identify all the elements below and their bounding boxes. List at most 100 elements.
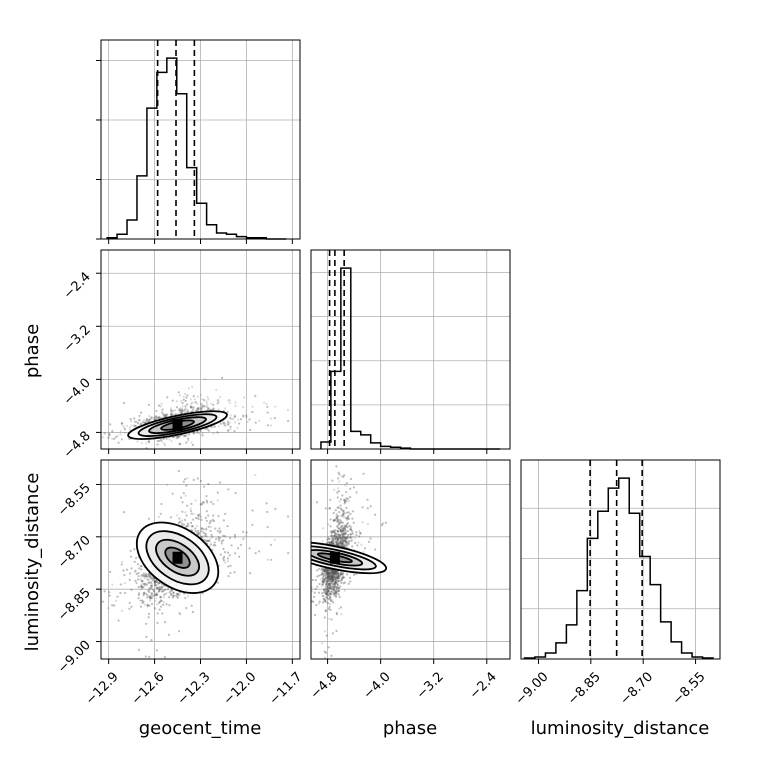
scatter-point xyxy=(185,434,188,438)
scatter-point xyxy=(230,544,233,547)
scatter-point xyxy=(221,376,224,380)
scatter-point xyxy=(151,576,154,579)
scatter-point xyxy=(192,408,195,411)
scatter-point xyxy=(196,406,199,410)
scatter-point xyxy=(191,432,194,435)
scatter-point xyxy=(165,413,168,417)
scatter-point xyxy=(162,413,165,416)
scatter-point xyxy=(222,534,225,537)
scatter-point xyxy=(180,409,183,412)
scatter-point xyxy=(108,434,111,437)
scatter-point xyxy=(148,655,151,659)
scatter-point xyxy=(154,580,157,584)
scatter-point xyxy=(163,621,167,624)
scatter-point xyxy=(220,540,223,543)
scatter-point xyxy=(167,633,171,636)
scatter-point xyxy=(212,407,215,410)
scatter-point xyxy=(180,496,183,499)
joint-panel-luminosity-distance-vs-geocent-time xyxy=(96,459,301,664)
scatter-point xyxy=(120,422,123,425)
scatter-point xyxy=(192,478,195,481)
scatter-point xyxy=(208,539,211,542)
scatter-point xyxy=(212,520,216,523)
scatter-point xyxy=(182,480,185,483)
scatter-point xyxy=(156,416,159,419)
scatter-point xyxy=(176,592,179,595)
scatter-point xyxy=(142,593,145,596)
histogram-phase xyxy=(320,267,501,450)
scatter-point xyxy=(228,554,231,557)
scatter-point xyxy=(109,570,112,573)
scatter-point xyxy=(147,612,151,615)
scatter-point xyxy=(287,419,290,423)
scatter-point xyxy=(254,474,257,477)
scatter-point xyxy=(142,582,145,585)
scatter-point xyxy=(219,553,222,556)
scatter-point xyxy=(145,572,148,576)
scatter-point xyxy=(123,582,127,585)
scatter-point xyxy=(129,426,132,429)
scatter-point xyxy=(117,441,120,444)
scatter-point xyxy=(145,622,148,625)
scatter-point xyxy=(269,543,273,546)
scatter-point xyxy=(119,583,122,586)
scatter-point xyxy=(230,544,233,547)
scatter-point xyxy=(200,515,203,518)
scatter-point xyxy=(148,595,151,598)
scatter-point xyxy=(158,608,161,611)
scatter-point xyxy=(216,491,219,494)
scatter-point xyxy=(156,621,159,624)
scatter-point xyxy=(135,424,138,427)
scatter-point xyxy=(130,424,133,427)
scatter-point xyxy=(210,533,213,536)
scatter-point xyxy=(182,409,186,412)
scatter-point xyxy=(251,523,254,526)
scatter-point xyxy=(223,555,226,559)
joint-panel-phase-vs-geocent-time xyxy=(96,249,301,454)
scatter-point xyxy=(186,394,189,397)
scatter-point xyxy=(147,419,150,422)
scatter-point xyxy=(169,589,172,592)
scatter-point xyxy=(216,402,219,405)
scatter-point xyxy=(181,522,184,526)
scatter-point xyxy=(179,613,182,616)
scatter-point xyxy=(137,597,140,600)
scatter-point xyxy=(158,588,161,591)
scatter-point xyxy=(242,396,246,399)
scatter-point xyxy=(157,583,160,586)
scatter-point xyxy=(180,411,183,415)
scatter-point xyxy=(177,435,180,438)
scatter-point xyxy=(143,574,146,577)
scatter-point xyxy=(158,415,161,418)
scatter-point xyxy=(149,599,152,602)
scatter-point xyxy=(170,413,173,416)
scatter-point xyxy=(150,417,153,420)
scatter-point xyxy=(153,418,156,421)
scatter-point xyxy=(217,536,220,539)
scatter-point xyxy=(160,605,163,608)
scatter-point xyxy=(200,407,203,410)
scatter-point xyxy=(194,516,198,520)
scatter-point xyxy=(113,437,116,440)
scatter-point xyxy=(208,540,211,543)
scatter-point xyxy=(148,574,151,577)
scatter-point xyxy=(111,604,114,607)
scatter-point xyxy=(136,421,140,425)
scatter-point xyxy=(200,407,204,410)
scatter-point xyxy=(205,400,208,403)
scatter-point xyxy=(178,630,181,633)
scatter-point xyxy=(147,612,151,615)
scatter-point xyxy=(103,432,106,435)
scatter-point xyxy=(150,639,153,642)
scatter-point xyxy=(197,515,200,518)
scatter-point xyxy=(182,398,185,401)
scatter-point xyxy=(128,428,131,431)
scatter-point xyxy=(186,477,189,480)
scatter-point xyxy=(139,599,142,602)
scatter-point xyxy=(148,596,151,599)
scatter-point xyxy=(177,521,180,525)
scatter-point xyxy=(249,428,252,431)
scatter-point xyxy=(222,559,226,562)
scatter-point xyxy=(202,501,205,504)
